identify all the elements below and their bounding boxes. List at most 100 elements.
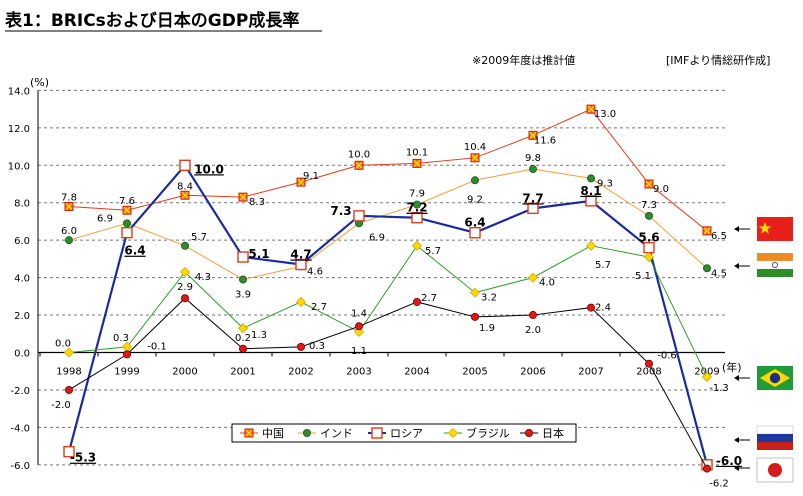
data-point-brazil bbox=[237, 323, 249, 334]
data-point-india bbox=[645, 211, 654, 220]
data-label-russia: 8.1 bbox=[580, 184, 601, 198]
x-tick-label: 2004 bbox=[404, 367, 429, 378]
data-label-china: 8.3 bbox=[249, 197, 265, 208]
data-label-japan: -0.1 bbox=[147, 341, 167, 352]
india-flag-wheel-icon bbox=[772, 261, 779, 268]
data-label-india: 7.9 bbox=[409, 189, 425, 200]
data-label-brazil: 3.2 bbox=[481, 293, 497, 304]
data-label-russia: 6.4 bbox=[124, 244, 145, 258]
y-tick-label: 12.0 bbox=[8, 124, 30, 135]
series-line-japan bbox=[68, 297, 708, 469]
data-label-japan: 2.0 bbox=[525, 325, 541, 336]
data-point-china-cross bbox=[355, 161, 363, 169]
data-label-india: 6.9 bbox=[369, 232, 385, 243]
data-label-japan: 0.3 bbox=[309, 341, 325, 352]
data-label-brazil: 5.7 bbox=[425, 246, 441, 257]
russia-flag-red-icon bbox=[757, 442, 793, 450]
data-label-india: 4.5 bbox=[711, 268, 727, 279]
data-point-china-cross bbox=[645, 180, 653, 188]
data-point-russia bbox=[469, 226, 481, 239]
y-tick-label: -4.0 bbox=[10, 423, 30, 434]
data-label-china: 9.1 bbox=[303, 171, 319, 182]
data-point-china-cross bbox=[123, 206, 131, 214]
data-point-japan bbox=[587, 303, 596, 312]
flag-group-china bbox=[734, 217, 793, 241]
data-point-brazil bbox=[585, 240, 597, 251]
data-label-india: 9.2 bbox=[467, 194, 483, 205]
x-tick-label: 2002 bbox=[288, 367, 313, 378]
data-label-china: 6.5 bbox=[711, 231, 727, 242]
data-point-india bbox=[412, 200, 421, 209]
data-point-brazil bbox=[411, 240, 423, 251]
y-tick-label: -2.0 bbox=[10, 386, 30, 397]
data-label-china: 13.0 bbox=[594, 109, 616, 120]
series-line-russia bbox=[67, 163, 709, 466]
data-point-japan bbox=[296, 342, 305, 351]
data-label-india: 3.9 bbox=[235, 289, 251, 300]
flag-group-japan bbox=[734, 457, 794, 483]
data-label-india: 6.9 bbox=[97, 213, 113, 224]
data-point-china-cross bbox=[413, 160, 421, 167]
data-label-russia: 7.7 bbox=[522, 191, 543, 205]
data-label-india: 5.7 bbox=[191, 232, 207, 243]
data-point-russia bbox=[237, 251, 249, 263]
data-point-india bbox=[587, 174, 596, 183]
data-label-china: 10.1 bbox=[406, 147, 428, 158]
data-label-brazil: 5.7 bbox=[595, 260, 611, 271]
data-point-russia bbox=[527, 202, 539, 215]
x-axis-unit: (年) bbox=[722, 360, 742, 374]
flag-arrowhead-icon bbox=[734, 437, 739, 443]
brazil-flag-globe-icon bbox=[769, 372, 781, 384]
series-layer bbox=[63, 104, 713, 473]
data-point-india bbox=[238, 275, 247, 284]
data-label-brazil: -1.3 bbox=[709, 383, 729, 394]
data-point-india bbox=[180, 241, 189, 250]
x-tick-label: 2001 bbox=[230, 367, 255, 378]
legend-label-india: インド bbox=[320, 427, 353, 440]
y-tick-label: 14.0 bbox=[8, 86, 30, 97]
legend-label-russia: ロシア bbox=[390, 427, 423, 440]
flag-group-brazil bbox=[734, 366, 793, 390]
y-tick-label: 0.0 bbox=[14, 349, 30, 360]
data-label-china: 10.4 bbox=[464, 142, 486, 153]
data-point-india bbox=[529, 165, 538, 174]
flag-arrowhead-icon bbox=[734, 465, 739, 471]
data-label-india: 6.0 bbox=[61, 226, 77, 237]
data-point-india bbox=[703, 264, 712, 273]
y-tick-label: 8.0 bbox=[14, 199, 30, 210]
flag-arrowhead-icon bbox=[734, 226, 739, 232]
data-label-brazil: 2.7 bbox=[311, 302, 327, 313]
data-point-india bbox=[470, 176, 479, 185]
legend-label-china: 中国 bbox=[262, 427, 284, 440]
data-point-brazil bbox=[295, 296, 307, 308]
india-flag-icon bbox=[757, 253, 793, 261]
data-label-layer: 7.8 7.6 8.4 8.3 9.1 10.0 10.1 10.4 11.6 13.0 9.0 6.… bbox=[51, 109, 742, 489]
data-label-china: 7.6 bbox=[119, 196, 135, 207]
data-point-brazil bbox=[527, 272, 539, 283]
data-label-japan: 0.2 bbox=[235, 333, 251, 344]
data-point-india bbox=[123, 219, 132, 228]
data-point-china-cross bbox=[703, 227, 711, 235]
data-label-brazil: 0.3 bbox=[113, 333, 129, 344]
data-point-japan bbox=[529, 311, 538, 320]
y-tick-label: 10.0 bbox=[8, 161, 30, 172]
data-point-china-cross bbox=[65, 203, 73, 210]
flag-group-russia bbox=[734, 425, 794, 450]
data-label-russia: 6.4 bbox=[464, 216, 485, 230]
data-label-japan: 1.9 bbox=[479, 323, 495, 334]
data-point-brazil bbox=[353, 326, 365, 337]
data-label-japan: 2.9 bbox=[177, 282, 193, 293]
data-label-russia: 4.7 bbox=[290, 248, 311, 262]
data-point-india bbox=[302, 428, 311, 437]
data-label-brazil: 0.0 bbox=[55, 339, 71, 350]
data-label-china: 8.4 bbox=[177, 181, 193, 192]
data-point-japan bbox=[645, 359, 654, 368]
series-line-india bbox=[68, 168, 708, 281]
data-label-brazil: 1.3 bbox=[251, 330, 267, 341]
data-point-japan bbox=[180, 294, 189, 303]
data-point-japan bbox=[412, 297, 421, 306]
data-label-russia: -6.0 bbox=[716, 454, 742, 468]
x-tick-label: 2008 bbox=[636, 367, 661, 378]
flag-layer bbox=[734, 217, 794, 483]
